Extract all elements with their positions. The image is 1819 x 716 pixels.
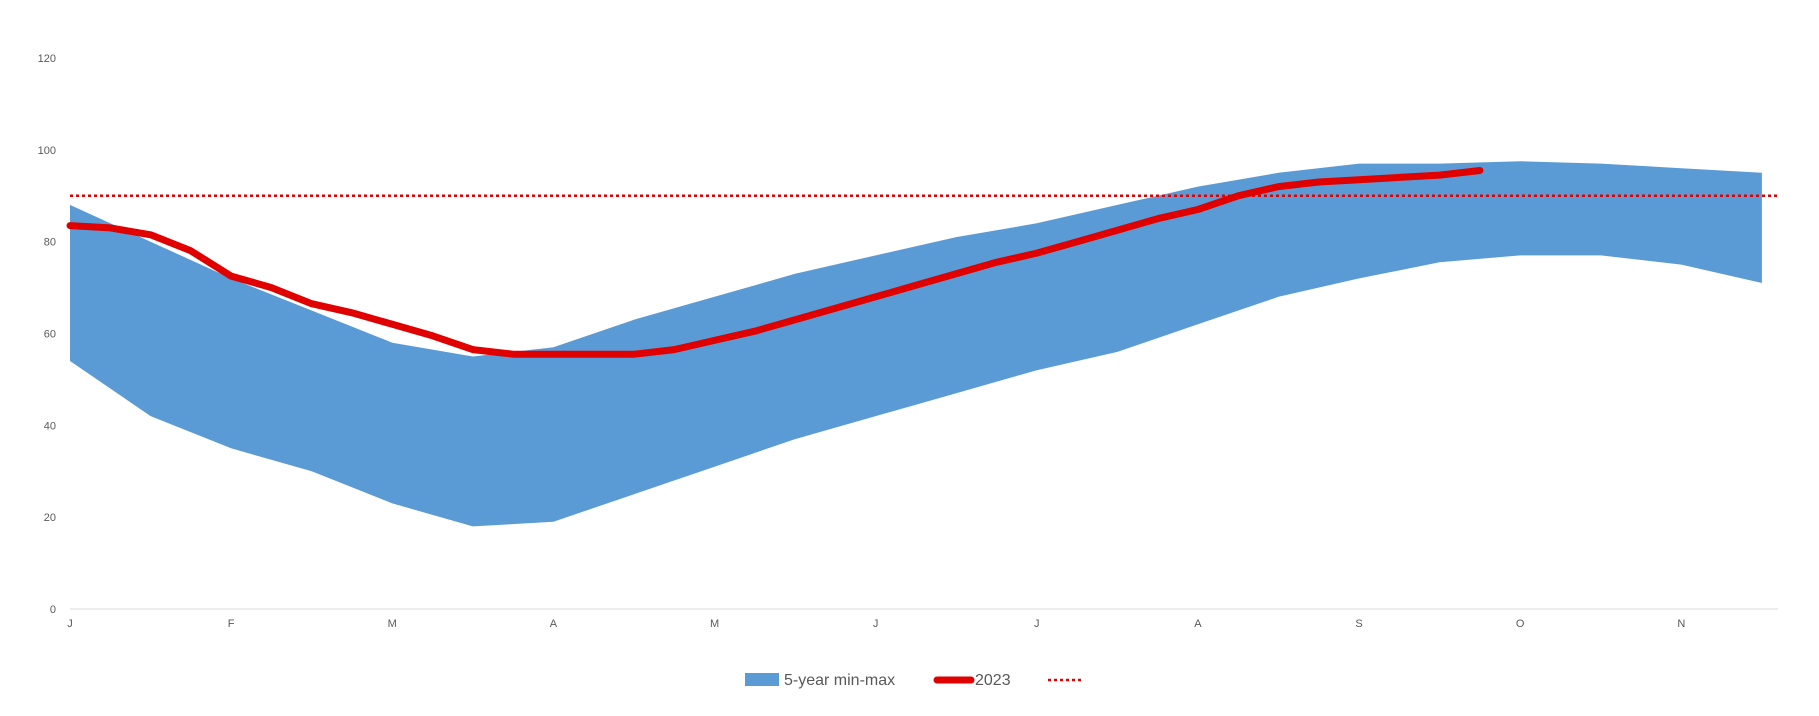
x-tick-label: N [1677, 618, 1685, 630]
band-area-min-max [70, 161, 1762, 527]
x-tick-label: J [873, 618, 879, 630]
y-tick-label: 40 [44, 420, 56, 432]
x-tick-label: A [1194, 618, 1202, 630]
x-tick-label: F [228, 618, 235, 630]
x-tick-label: M [710, 618, 719, 630]
legend-label-line: 2023 [975, 672, 1011, 689]
y-tick-label: 0 [50, 604, 56, 616]
x-tick-label: M [388, 618, 397, 630]
y-axis: 0 20 40 60 80 100 120 [38, 53, 56, 616]
y-tick-label: 120 [38, 53, 56, 65]
plot-area [66, 161, 1778, 527]
y-tick-label: 80 [44, 237, 56, 249]
series-line-2023 [66, 167, 1484, 358]
y-tick-label: 100 [38, 145, 56, 157]
x-tick-label: S [1355, 618, 1362, 630]
y-tick-label: 60 [44, 329, 56, 341]
x-tick-label: J [1034, 618, 1040, 630]
legend: 5-year min-max 2023 [745, 672, 1082, 689]
x-tick-label: O [1516, 618, 1525, 630]
x-tick-label: A [550, 618, 558, 630]
legend-swatch-band [745, 673, 779, 686]
legend-label-band: 5-year min-max [784, 672, 895, 689]
x-tick-label: J [67, 618, 73, 630]
y-tick-label: 20 [44, 512, 56, 524]
